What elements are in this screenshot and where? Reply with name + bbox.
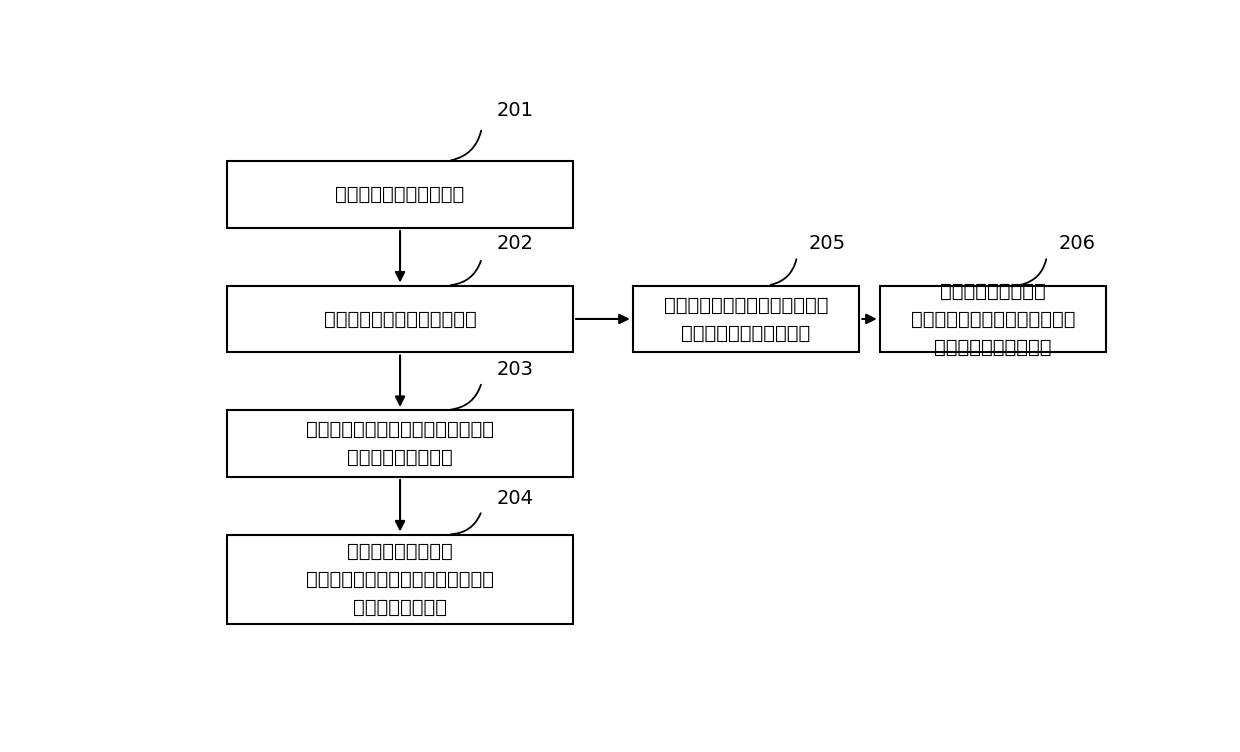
Bar xyxy=(227,410,573,477)
Bar xyxy=(634,286,859,352)
Text: 在预定水温小于第一
预设值时，控制空调系统的第一开机
数量的室外机开启: 在预定水温小于第一 预设值时，控制空调系统的第一开机 数量的室外机开启 xyxy=(306,542,494,617)
Text: 204: 204 xyxy=(496,489,533,508)
Text: 在当前工作阶段为运行阶段时，
确定预设值为第二预设值: 在当前工作阶段为运行阶段时， 确定预设值为第二预设值 xyxy=(663,296,828,342)
Bar xyxy=(227,286,573,352)
Text: 203: 203 xyxy=(496,360,533,379)
Bar xyxy=(880,286,1106,352)
Text: 201: 201 xyxy=(496,101,533,120)
Text: 确定空调系统的当前工作阶段: 确定空调系统的当前工作阶段 xyxy=(324,310,476,329)
Text: 在预定水温小于第二
预设值时，控制空调系统的第一
开机数量的室外机开启: 在预定水温小于第二 预设值时，控制空调系统的第一 开机数量的室外机开启 xyxy=(910,281,1075,356)
Text: 206: 206 xyxy=(1058,234,1095,253)
Text: 在当前工作阶段为启动阶段时，确定
预设值为第一预设值: 在当前工作阶段为启动阶段时，确定 预设值为第一预设值 xyxy=(306,420,494,467)
Text: 监测空调系统的预定水温: 监测空调系统的预定水温 xyxy=(336,185,465,204)
Text: 202: 202 xyxy=(496,234,533,253)
Text: 205: 205 xyxy=(808,234,846,253)
Bar xyxy=(227,161,573,228)
Bar xyxy=(227,535,573,624)
